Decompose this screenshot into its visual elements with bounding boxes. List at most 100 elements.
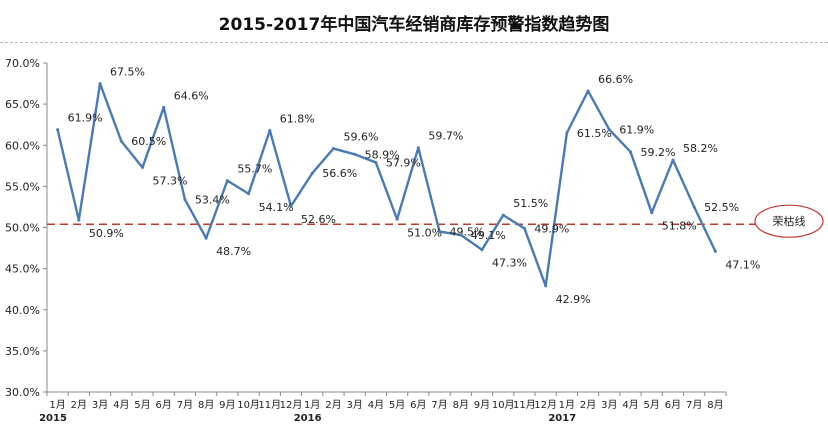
x-tick-label: 1月 — [304, 399, 320, 411]
x-tick-label: 3月 — [346, 399, 362, 411]
x-tick-label: 4月 — [113, 399, 129, 411]
data-label: 52.6% — [301, 213, 336, 226]
data-label: 48.7% — [216, 245, 251, 258]
data-point — [459, 233, 463, 237]
x-tick-label: 2月 — [71, 399, 87, 411]
data-label: 51.5% — [513, 197, 548, 210]
data-label: 56.6% — [322, 167, 357, 180]
data-point — [140, 165, 144, 169]
data-point — [225, 179, 229, 183]
x-tick-label: 2月 — [325, 399, 341, 411]
data-label: 49.1% — [471, 229, 506, 242]
data-point — [501, 213, 505, 217]
data-label: 42.9% — [556, 293, 591, 306]
data-label: 57.3% — [152, 174, 187, 187]
x-tick-label: 10月 — [237, 399, 260, 411]
data-label: 59.2% — [641, 146, 676, 159]
x-tick-label: 11月 — [513, 399, 536, 411]
x-tick-label: 8月 — [453, 399, 469, 411]
x-tick-label: 5月 — [644, 399, 660, 411]
data-label: 47.3% — [492, 257, 527, 270]
data-point — [629, 150, 633, 154]
x-tick-label: 3月 — [92, 399, 108, 411]
x-tick-label: 7月 — [431, 399, 447, 411]
data-point — [692, 205, 696, 209]
data-point — [289, 204, 293, 208]
data-label: 58.9% — [365, 148, 400, 161]
reference-label-ellipse — [754, 204, 824, 238]
data-label: 49.9% — [534, 222, 569, 235]
data-point — [183, 198, 187, 202]
data-point — [416, 146, 420, 150]
data-point — [522, 226, 526, 230]
x-tick-label: 3月 — [601, 399, 617, 411]
data-label: 58.2% — [683, 142, 718, 155]
x-tick-label: 8月 — [198, 399, 214, 411]
x-tick-label: 9月 — [474, 399, 490, 411]
y-tick-label: 65.0% — [5, 98, 40, 111]
data-label: 61.8% — [280, 112, 315, 125]
data-point — [395, 217, 399, 221]
data-point — [353, 152, 357, 156]
data-label: 49.5% — [450, 226, 485, 239]
year-label: 2015 — [39, 413, 67, 424]
data-label: 57.9% — [386, 157, 421, 170]
y-tick-label: 45.0% — [5, 263, 40, 276]
data-point — [438, 230, 442, 234]
data-label: 54.1% — [259, 201, 294, 214]
data-point — [544, 284, 548, 288]
data-point — [480, 248, 484, 252]
data-point — [310, 171, 314, 175]
y-tick-label: 50.0% — [5, 222, 40, 235]
year-label: 2017 — [548, 413, 576, 424]
x-tick-label: 2月 — [580, 399, 596, 411]
data-label: 59.6% — [343, 131, 378, 144]
x-tick-label: 10月 — [492, 399, 515, 411]
data-label: 64.6% — [174, 89, 209, 102]
reference-label: 荣枯线 — [773, 214, 806, 228]
data-point — [374, 161, 378, 165]
y-tick-label: 70.0% — [5, 57, 40, 70]
x-tick-label: 7月 — [686, 399, 702, 411]
data-point — [204, 236, 208, 240]
data-label: 51.8% — [662, 220, 697, 233]
data-label: 51.0% — [407, 226, 442, 239]
data-point — [713, 249, 717, 253]
data-label: 60.5% — [131, 135, 166, 148]
x-tick-label: 5月 — [389, 399, 405, 411]
data-label: 61.5% — [577, 127, 612, 140]
y-tick-label: 55.0% — [5, 180, 40, 193]
x-tick-label: 11月 — [258, 399, 281, 411]
data-point — [650, 211, 654, 215]
y-tick-label: 60.0% — [5, 139, 40, 152]
x-tick-label: 12月 — [534, 399, 557, 411]
data-point — [98, 82, 102, 86]
x-tick-label: 5月 — [134, 399, 150, 411]
data-point — [247, 192, 251, 196]
x-tick-label: 6月 — [156, 399, 172, 411]
data-point — [162, 105, 166, 109]
data-label: 61.9% — [619, 124, 654, 137]
data-point — [331, 147, 335, 151]
x-tick-label: 6月 — [665, 399, 681, 411]
x-tick-label: 4月 — [368, 399, 384, 411]
x-tick-label: 12月 — [280, 399, 303, 411]
data-point — [56, 128, 60, 132]
x-tick-label: 4月 — [622, 399, 638, 411]
data-label: 47.1% — [725, 258, 760, 271]
data-label: 59.7% — [428, 130, 463, 143]
x-tick-label: 8月 — [707, 399, 723, 411]
x-tick-label: 9月 — [219, 399, 235, 411]
x-tick-label: 1月 — [49, 399, 65, 411]
series-line — [56, 82, 717, 288]
x-tick-label: 1月 — [559, 399, 575, 411]
title-divider — [0, 42, 828, 43]
data-point — [671, 158, 675, 162]
data-point — [119, 139, 123, 143]
x-tick-label: 7月 — [177, 399, 193, 411]
data-label: 61.9% — [68, 112, 103, 125]
data-label: 55.7% — [237, 163, 272, 176]
x-tick-label: 6月 — [410, 399, 426, 411]
data-label: 52.5% — [704, 201, 739, 214]
